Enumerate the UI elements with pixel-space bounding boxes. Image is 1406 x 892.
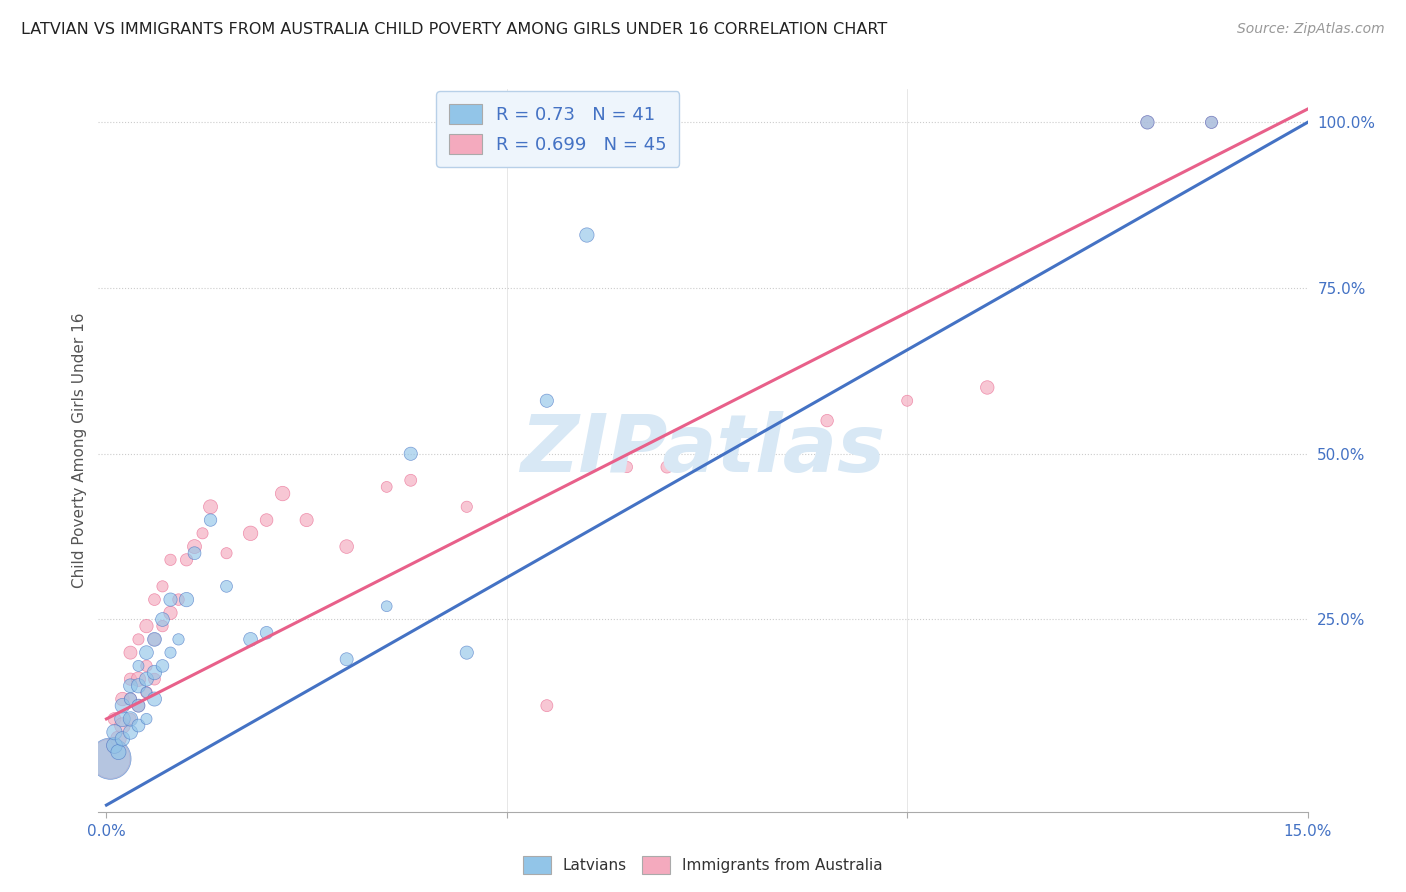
- Point: [127, 698, 149, 713]
- Point: [271, 486, 294, 500]
- Point: [111, 718, 134, 732]
- Point: [127, 698, 149, 713]
- Point: [120, 725, 142, 739]
- Point: [399, 473, 422, 487]
- Point: [256, 625, 278, 640]
- Point: [143, 632, 166, 647]
- Point: [143, 692, 166, 706]
- Text: LATVIAN VS IMMIGRANTS FROM AUSTRALIA CHILD POVERTY AMONG GIRLS UNDER 16 CORRELAT: LATVIAN VS IMMIGRANTS FROM AUSTRALIA CHI…: [21, 22, 887, 37]
- Point: [167, 592, 190, 607]
- Point: [159, 606, 181, 620]
- Point: [375, 480, 398, 494]
- Point: [143, 672, 166, 686]
- Point: [120, 672, 142, 686]
- Point: [1136, 115, 1159, 129]
- Point: [183, 546, 205, 560]
- Point: [616, 460, 638, 475]
- Point: [111, 698, 134, 713]
- Point: [655, 460, 678, 475]
- Point: [239, 526, 262, 541]
- Point: [127, 672, 149, 686]
- Point: [135, 712, 157, 726]
- Point: [120, 692, 142, 706]
- Point: [111, 712, 134, 726]
- Point: [336, 652, 359, 666]
- Legend: R = 0.73   N = 41, R = 0.699   N = 45: R = 0.73 N = 41, R = 0.699 N = 45: [436, 91, 679, 167]
- Point: [100, 752, 122, 766]
- Point: [152, 619, 174, 633]
- Point: [143, 592, 166, 607]
- Point: [399, 447, 422, 461]
- Point: [152, 659, 174, 673]
- Point: [120, 692, 142, 706]
- Point: [215, 546, 238, 560]
- Point: [536, 393, 558, 408]
- Point: [176, 553, 198, 567]
- Point: [256, 513, 278, 527]
- Point: [135, 659, 157, 673]
- Point: [143, 665, 166, 680]
- Point: [120, 712, 142, 726]
- Point: [103, 739, 125, 753]
- Point: [159, 553, 181, 567]
- Point: [127, 632, 149, 647]
- Point: [896, 393, 918, 408]
- Point: [111, 692, 134, 706]
- Point: [239, 632, 262, 647]
- Point: [200, 500, 222, 514]
- Point: [1201, 115, 1223, 129]
- Point: [159, 646, 181, 660]
- Point: [120, 646, 142, 660]
- Point: [336, 540, 359, 554]
- Point: [167, 632, 190, 647]
- Point: [143, 632, 166, 647]
- Point: [375, 599, 398, 614]
- Point: [152, 612, 174, 626]
- Point: [191, 526, 214, 541]
- Point: [183, 540, 205, 554]
- Point: [1201, 115, 1223, 129]
- Point: [103, 712, 125, 726]
- Point: [103, 739, 125, 753]
- Point: [111, 731, 134, 746]
- Point: [135, 685, 157, 699]
- Text: Source: ZipAtlas.com: Source: ZipAtlas.com: [1237, 22, 1385, 37]
- Point: [127, 718, 149, 732]
- Point: [103, 725, 125, 739]
- Point: [295, 513, 318, 527]
- Point: [536, 698, 558, 713]
- Point: [200, 513, 222, 527]
- Point: [152, 579, 174, 593]
- Point: [127, 659, 149, 673]
- Point: [176, 592, 198, 607]
- Text: ZIPatlas: ZIPatlas: [520, 411, 886, 490]
- Point: [976, 380, 998, 394]
- Point: [100, 752, 122, 766]
- Point: [456, 500, 478, 514]
- Point: [1136, 115, 1159, 129]
- Point: [135, 685, 157, 699]
- Point: [135, 619, 157, 633]
- Point: [575, 227, 598, 242]
- Point: [159, 592, 181, 607]
- Point: [120, 679, 142, 693]
- Point: [120, 712, 142, 726]
- Point: [215, 579, 238, 593]
- Point: [127, 679, 149, 693]
- Point: [815, 414, 838, 428]
- Point: [107, 731, 129, 746]
- Point: [107, 745, 129, 759]
- Legend: Latvians, Immigrants from Australia: Latvians, Immigrants from Australia: [517, 850, 889, 880]
- Y-axis label: Child Poverty Among Girls Under 16: Child Poverty Among Girls Under 16: [72, 313, 87, 588]
- Point: [456, 646, 478, 660]
- Point: [135, 646, 157, 660]
- Point: [135, 672, 157, 686]
